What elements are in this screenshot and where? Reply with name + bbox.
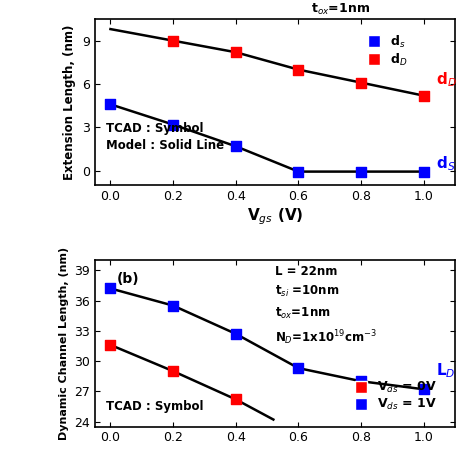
- Point: [420, 92, 428, 100]
- Text: d$_S$: d$_S$: [436, 155, 456, 173]
- Text: TCAD : Symbol: TCAD : Symbol: [106, 400, 203, 413]
- Point: [295, 365, 302, 372]
- Legend: V$_{ds}$ = 0V, V$_{ds}$ = 1V: V$_{ds}$ = 0V, V$_{ds}$ = 1V: [343, 375, 442, 417]
- Text: L$_D$: L$_D$: [436, 362, 456, 381]
- Point: [357, 79, 365, 86]
- Text: L = 22nm
t$_{si}$ =10nm
t$_{ox}$=1nm
N$_D$=1x10$^{19}$cm$^{-3}$: L = 22nm t$_{si}$ =10nm t$_{ox}$=1nm N$_…: [275, 265, 377, 347]
- Point: [232, 396, 239, 403]
- Point: [107, 285, 114, 292]
- Point: [357, 377, 365, 385]
- Point: [169, 121, 177, 128]
- Text: TCAD : Symbol: TCAD : Symbol: [106, 122, 203, 135]
- Point: [107, 341, 114, 349]
- Point: [295, 66, 302, 73]
- Y-axis label: Extension Length, (nm): Extension Length, (nm): [64, 25, 76, 180]
- Point: [232, 143, 239, 150]
- Y-axis label: Dynamic Channel Length, (nm): Dynamic Channel Length, (nm): [58, 247, 69, 440]
- Point: [107, 100, 114, 108]
- X-axis label: V$_{gs}$ (V): V$_{gs}$ (V): [246, 206, 303, 227]
- Point: [169, 37, 177, 45]
- Point: [420, 168, 428, 175]
- Point: [295, 168, 302, 175]
- Point: [169, 302, 177, 310]
- Text: t$_{ox}$=1nm: t$_{ox}$=1nm: [311, 2, 370, 17]
- Point: [232, 48, 239, 56]
- Point: [357, 168, 365, 175]
- Text: Model : Solid Line: Model : Solid Line: [106, 139, 224, 152]
- Legend: d$_s$, d$_D$: d$_s$, d$_D$: [356, 28, 413, 73]
- Text: (b): (b): [117, 272, 139, 286]
- Point: [420, 385, 428, 393]
- Point: [169, 367, 177, 375]
- Point: [232, 330, 239, 337]
- Text: d$_D$: d$_D$: [436, 70, 457, 89]
